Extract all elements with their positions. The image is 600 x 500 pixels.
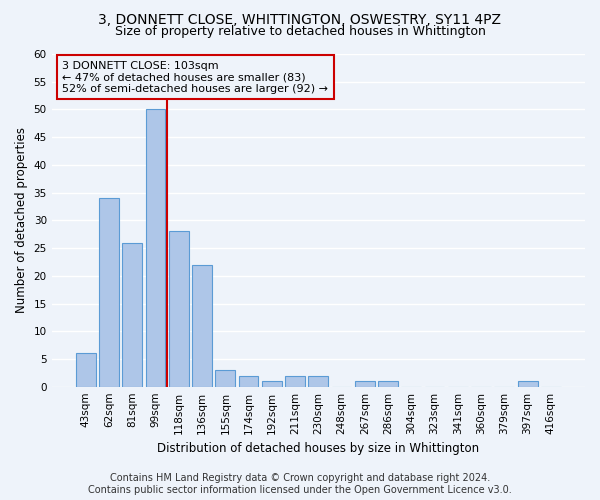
Bar [192, 264, 212, 386]
Bar [99, 198, 119, 386]
Bar [308, 376, 328, 386]
Text: Size of property relative to detached houses in Whittington: Size of property relative to detached ho… [115, 25, 485, 38]
Bar [285, 376, 305, 386]
X-axis label: Distribution of detached houses by size in Whittington: Distribution of detached houses by size … [157, 442, 479, 455]
Text: 3, DONNETT CLOSE, WHITTINGTON, OSWESTRY, SY11 4PZ: 3, DONNETT CLOSE, WHITTINGTON, OSWESTRY,… [98, 12, 502, 26]
Bar [518, 381, 538, 386]
Bar [146, 110, 166, 386]
Bar [122, 242, 142, 386]
Bar [262, 381, 282, 386]
Text: 3 DONNETT CLOSE: 103sqm
← 47% of detached houses are smaller (83)
52% of semi-de: 3 DONNETT CLOSE: 103sqm ← 47% of detache… [62, 60, 328, 94]
Bar [239, 376, 259, 386]
Y-axis label: Number of detached properties: Number of detached properties [15, 128, 28, 314]
Text: Contains HM Land Registry data © Crown copyright and database right 2024.
Contai: Contains HM Land Registry data © Crown c… [88, 474, 512, 495]
Bar [215, 370, 235, 386]
Bar [169, 232, 188, 386]
Bar [76, 354, 95, 386]
Bar [378, 381, 398, 386]
Bar [355, 381, 375, 386]
